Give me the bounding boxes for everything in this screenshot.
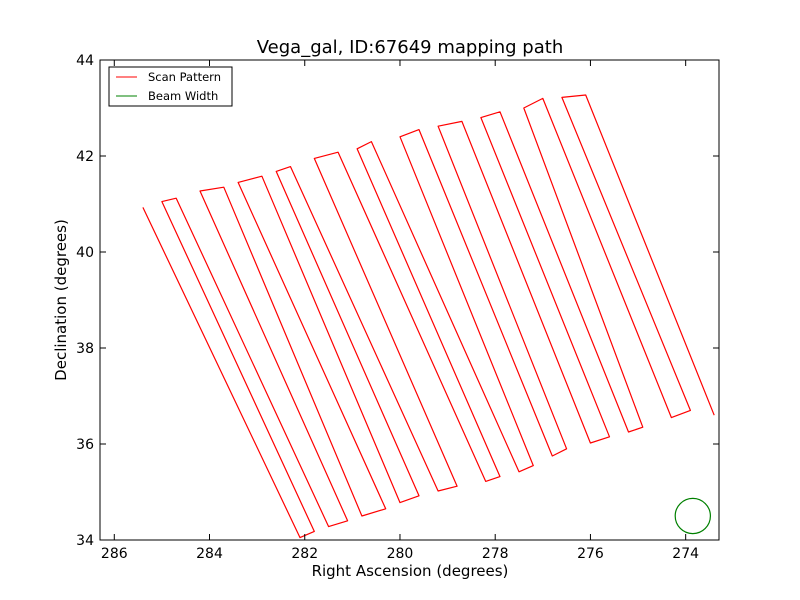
plot-background — [100, 60, 719, 540]
y-tick-label: 44 — [76, 53, 94, 69]
y-tick-label: 34 — [76, 533, 94, 549]
legend-label-scan-pattern: Scan Pattern — [148, 70, 221, 84]
y-axis: 34 36 38 40 42 44 — [76, 53, 719, 549]
beam-width-circle — [674, 497, 712, 535]
beam-width-series — [674, 497, 712, 535]
x-tick-label: 280 — [387, 546, 414, 562]
y-tick-label: 36 — [76, 437, 94, 453]
legend: Scan Pattern Beam Width — [108, 66, 233, 107]
x-tick-label: 276 — [577, 546, 604, 562]
x-tick-label: 282 — [291, 546, 318, 562]
x-tick-label: 274 — [672, 546, 699, 562]
x-tick-label: 286 — [101, 546, 128, 562]
scan-pattern-series — [142, 94, 715, 539]
plot-border — [99, 59, 720, 541]
scan-pattern-line — [142, 94, 715, 539]
plot-area — [99, 59, 720, 541]
y-tick-label: 38 — [76, 341, 94, 357]
x-axis: 286 284 282 280 278 276 274 — [101, 60, 699, 562]
y-tick-label: 42 — [76, 149, 94, 165]
legend-label-beam-width: Beam Width — [148, 89, 218, 103]
y-axis-title: Declination (degrees) — [52, 219, 70, 381]
x-tick-label: 278 — [482, 546, 509, 562]
y-tick-label: 40 — [76, 245, 94, 261]
x-tick-label: 284 — [196, 546, 223, 562]
x-axis-title: Right Ascension (degrees) — [312, 562, 509, 580]
chart-title: Vega_gal, ID:67649 mapping path — [257, 37, 563, 58]
legend-box — [108, 66, 233, 107]
